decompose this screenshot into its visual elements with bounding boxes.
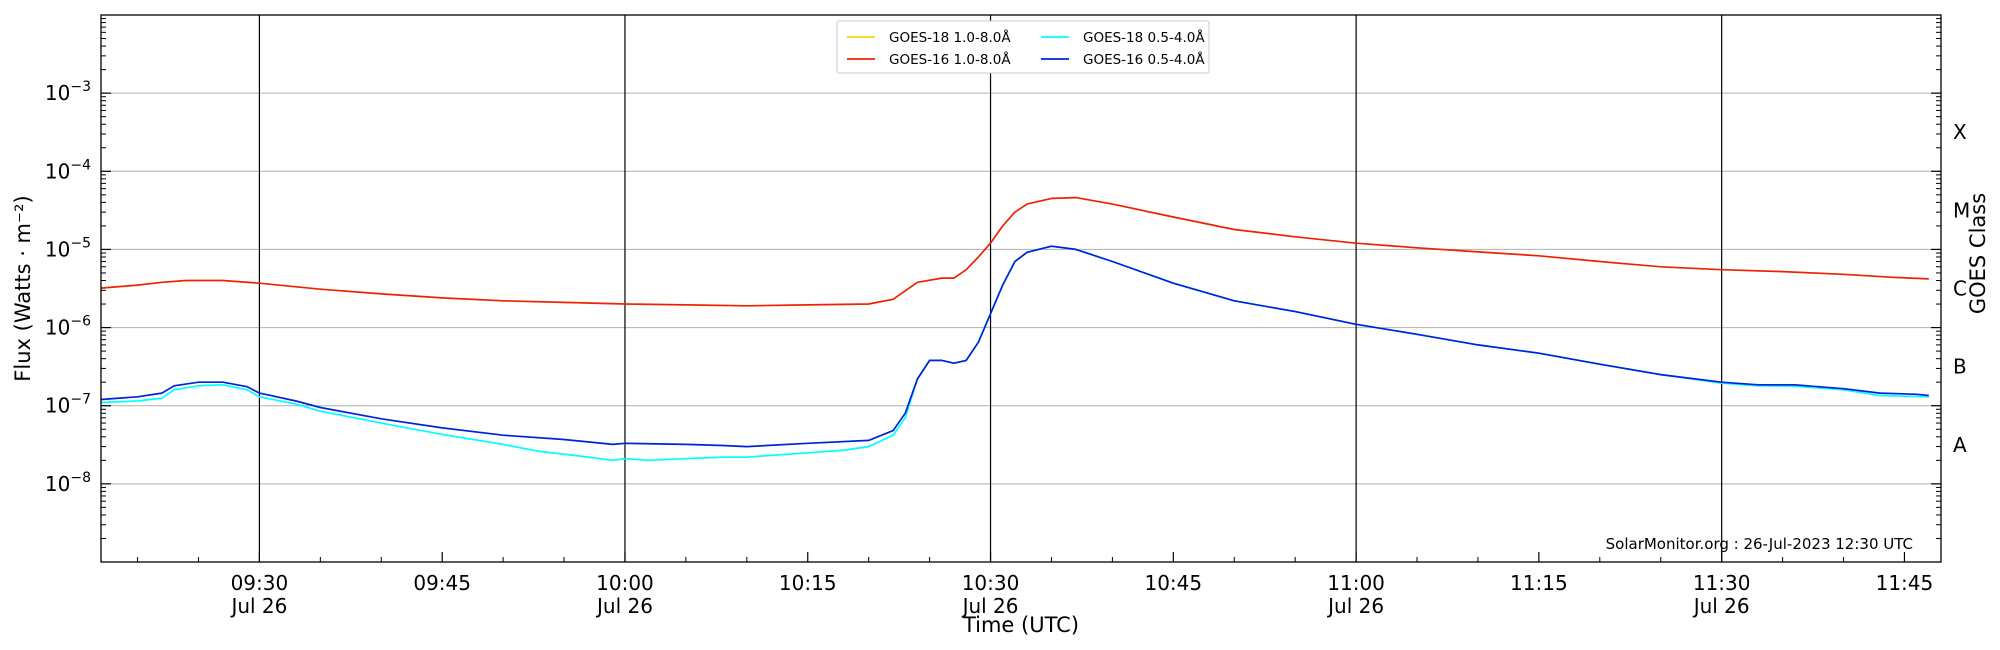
goes-class-axis-label: GOES Class — [1966, 193, 1990, 314]
series-line — [100, 196, 1929, 307]
goes-class-label: C — [1953, 277, 1967, 301]
x-tick-label: 11:45 — [1876, 571, 1934, 595]
y-tick-label: 10−5 — [45, 235, 91, 261]
x-tick-label: 10:15 — [779, 571, 837, 595]
y-tick-label: 10−3 — [45, 79, 91, 105]
y-tick-label: 10−4 — [45, 157, 91, 183]
goes-class-label: M — [1953, 198, 1970, 222]
y-tick-label: 10−7 — [45, 392, 91, 418]
vertical-lines — [258, 15, 1723, 562]
series-layer — [100, 196, 1929, 462]
axis-labels: Time (UTC) Flux (Watts · m⁻²) GOES Class… — [11, 193, 1990, 637]
x-tick-label: 10:30 — [962, 571, 1020, 595]
x-axis-label: Time (UTC) — [962, 613, 1079, 637]
grid-layer — [101, 92, 1941, 485]
x-tick-label: 11:15 — [1510, 571, 1568, 595]
x-tick-date-label: Jul 26 — [1692, 594, 1750, 618]
legend: GOES-18 1.0-8.0Å GOES-16 1.0-8.0Å GOES-18 … — [836, 20, 1210, 74]
goes-class-label: A — [1953, 433, 1967, 457]
y-tick-label: 10−8 — [45, 470, 91, 496]
x-tick-date-label: Jul 26 — [229, 594, 287, 618]
series-line — [100, 245, 1929, 462]
x-tick-label: 09:45 — [413, 571, 471, 595]
x-tick-date-label: Jul 26 — [595, 594, 653, 618]
legend-entry-label: GOES-18 1.0-8.0Å — [889, 29, 1011, 46]
credit-text: SolarMonitor.org : 26-Jul-2023 12:30 UTC — [1606, 535, 1913, 553]
goes-class-label: X — [1953, 120, 1967, 144]
y-tick-label: 10−6 — [45, 314, 91, 340]
plot-frame — [100, 14, 1942, 563]
series-line — [100, 245, 1929, 448]
legend-entry-label: GOES-18 0.5-4.0Å — [1083, 29, 1205, 46]
x-tick-date-label: Jul 26 — [1326, 594, 1384, 618]
x-tick-label: 09:30 — [231, 571, 289, 595]
x-tick-label: 10:45 — [1144, 571, 1202, 595]
x-tick-label: 11:00 — [1327, 571, 1385, 595]
goes-class-label: B — [1953, 355, 1967, 379]
x-tick-label: 11:30 — [1693, 571, 1751, 595]
x-tick-label: 10:00 — [596, 571, 654, 595]
legend-entry-label: GOES-16 0.5-4.0Å — [1083, 51, 1205, 68]
y-axis-label: Flux (Watts · m⁻²) — [11, 195, 35, 381]
x-tick-date-label: Jul 26 — [961, 594, 1019, 618]
legend-entry-label: GOES-16 1.0-8.0Å — [889, 51, 1011, 68]
legend-box — [836, 20, 1210, 74]
